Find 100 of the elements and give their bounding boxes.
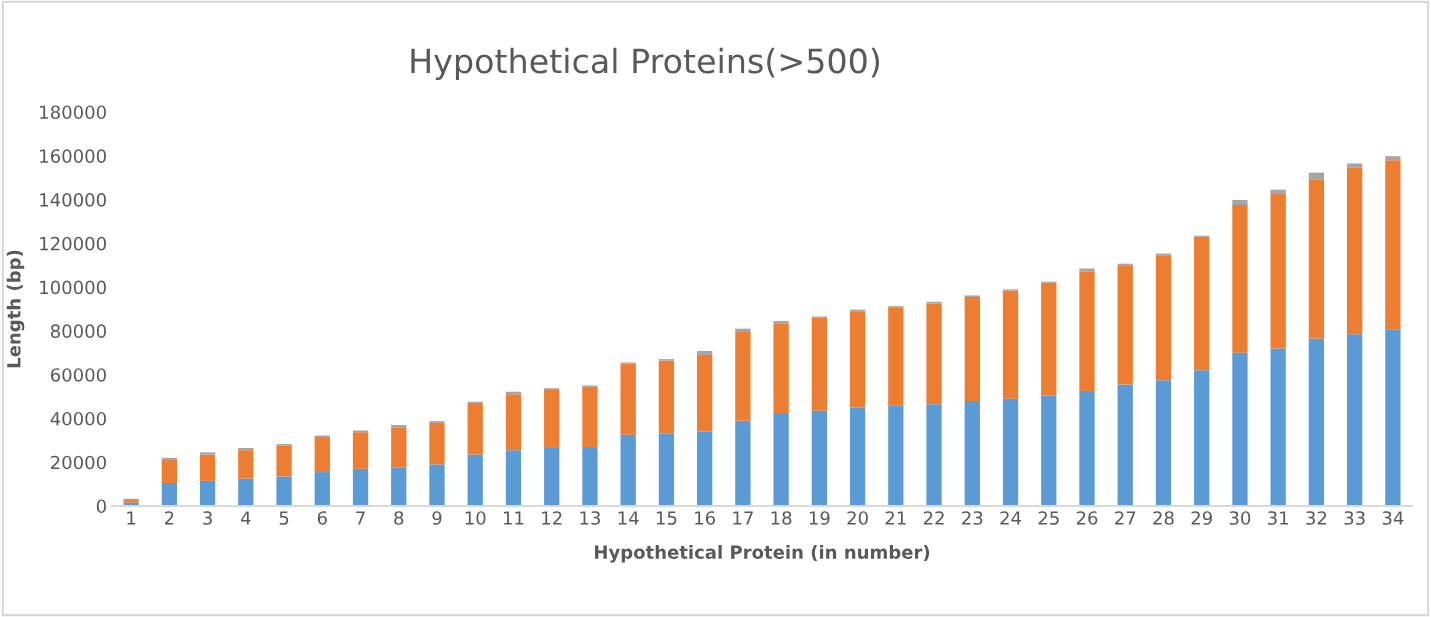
bar (1117, 384, 1133, 506)
bar (582, 386, 598, 447)
bar (544, 389, 560, 448)
x-tick-label: 24 (1000, 511, 1021, 525)
x-tick-label: 4 (240, 511, 251, 525)
bar (1079, 271, 1095, 392)
bar (199, 480, 216, 506)
bar (811, 410, 827, 506)
x-tick-label: 19 (809, 511, 830, 525)
x-tick-label: 13 (580, 511, 600, 525)
bar (199, 454, 216, 481)
bar (391, 425, 407, 428)
x-tick-label: 23 (962, 511, 983, 525)
bar (352, 468, 369, 506)
bar (620, 434, 636, 506)
bar (544, 447, 560, 506)
x-tick-label: 26 (1076, 511, 1098, 525)
x-tick-label: 31 (1268, 511, 1288, 525)
bar (620, 363, 636, 435)
bar (1270, 194, 1286, 349)
x-tick-label: 14 (618, 511, 639, 525)
bar (964, 296, 980, 401)
x-tick-label: 18 (771, 511, 792, 525)
x-axis-title: Hypothetical Protein (in number) (595, 545, 930, 563)
bar (1194, 370, 1210, 506)
bar (1385, 160, 1401, 330)
x-tick-label: 21 (885, 511, 906, 525)
bar (773, 323, 789, 413)
x-tick-label: 22 (923, 511, 944, 525)
x-tick-label: 17 (733, 511, 753, 525)
bar (849, 407, 866, 506)
bar (1194, 236, 1210, 371)
bar (1385, 156, 1401, 161)
x-tick-label: 8 (394, 511, 404, 525)
y-tick-label: 120000 (40, 236, 106, 251)
bar (467, 403, 483, 455)
bar (161, 483, 177, 506)
x-tick-label: 1 (127, 511, 136, 525)
bar (1270, 189, 1286, 195)
y-tick-label: 20000 (51, 455, 106, 470)
bar (161, 460, 177, 484)
y-axis-title: Length (bp) (6, 250, 25, 368)
bar (658, 433, 675, 506)
bar (238, 447, 254, 451)
x-tick-label: 15 (656, 511, 677, 525)
bar (773, 412, 789, 506)
y-tick-label: 0 (96, 499, 106, 514)
bar (238, 478, 254, 506)
bar (1155, 255, 1172, 381)
bar (1079, 268, 1095, 272)
x-tick-label: 6 (317, 511, 327, 525)
bar (964, 400, 980, 506)
x-tick-label: 16 (695, 511, 715, 525)
bar (697, 351, 713, 355)
y-tick-label: 160000 (40, 149, 106, 163)
bar (1041, 282, 1057, 396)
bar (1002, 290, 1019, 399)
bar (161, 457, 177, 461)
bar (735, 328, 751, 332)
bar (1232, 199, 1248, 206)
x-tick-label: 12 (542, 511, 562, 525)
bar (697, 431, 713, 506)
bar (888, 405, 904, 506)
y-tick-label: 60000 (50, 368, 106, 382)
bar (467, 454, 483, 506)
bar (1232, 205, 1248, 353)
bar (429, 422, 445, 465)
bar (238, 450, 254, 479)
bar (505, 450, 522, 506)
bar (1347, 334, 1363, 506)
bar (314, 437, 330, 473)
bar (352, 432, 369, 469)
x-tick-label: 11 (503, 511, 524, 525)
bar (658, 360, 675, 434)
bar (1308, 338, 1325, 506)
x-tick-label: 28 (1153, 511, 1174, 525)
bar (1002, 398, 1019, 506)
bar (1347, 167, 1363, 335)
bar (1308, 179, 1325, 339)
bar (1385, 329, 1401, 506)
bar (276, 476, 292, 506)
bar (314, 472, 330, 506)
bar (429, 464, 445, 506)
bar (926, 303, 942, 405)
bar (735, 420, 751, 506)
bar (1079, 391, 1095, 506)
bar (888, 307, 904, 406)
x-tick-label: 5 (279, 511, 289, 525)
bar (1347, 163, 1363, 168)
bar (926, 404, 942, 506)
y-tick-label: 80000 (50, 324, 106, 339)
bar (1155, 380, 1172, 506)
y-tick-label: 180000 (40, 105, 106, 120)
x-tick-label: 30 (1229, 511, 1251, 525)
chart-title: Hypothetical Proteins(>500) (411, 47, 880, 81)
bar (505, 394, 522, 451)
bar (773, 321, 789, 324)
y-tick-label: 140000 (40, 193, 106, 207)
bar (391, 427, 407, 468)
bar (811, 317, 827, 411)
